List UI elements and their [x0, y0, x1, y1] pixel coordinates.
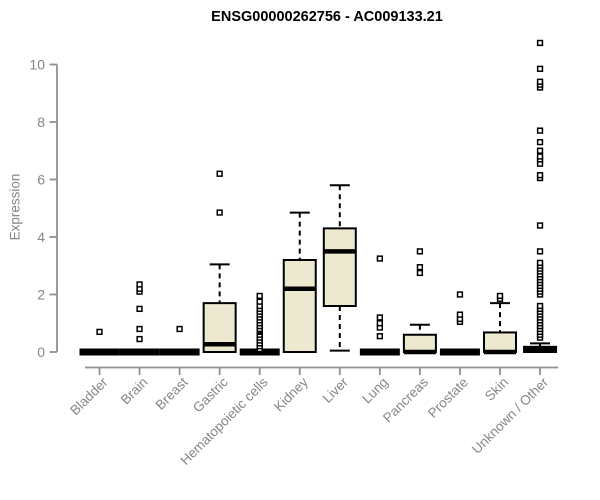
outlier-point — [496, 292, 504, 300]
flat-box — [119, 348, 160, 356]
outlier-point — [216, 209, 223, 216]
iqr-box — [402, 333, 437, 353]
outlier-point — [536, 153, 544, 160]
outlier-point — [536, 147, 544, 154]
outlier-point — [536, 172, 544, 179]
outlier-point — [536, 259, 544, 267]
box-prostate — [439, 291, 480, 356]
x-tick-label: Breast — [153, 374, 191, 412]
y-tick-label: 10 — [29, 57, 45, 73]
flat-box — [159, 348, 200, 356]
flat-box — [359, 348, 400, 356]
iqr-box — [483, 331, 517, 354]
outlier-point — [416, 248, 424, 255]
outlier-point — [136, 305, 143, 313]
outlier-point — [376, 255, 384, 262]
outlier-point — [136, 281, 143, 288]
iqr-box — [282, 259, 317, 353]
outlier-point — [136, 325, 143, 333]
outlier-point — [256, 292, 263, 300]
y-tick-label: 4 — [37, 229, 45, 245]
box-bladder — [79, 328, 120, 356]
x-tick-label: Liver — [320, 374, 352, 406]
box-gastric — [202, 170, 237, 353]
outlier-point — [136, 335, 143, 343]
outlier-point — [536, 78, 544, 85]
x-tick-label: Prostate — [425, 375, 471, 421]
outlier-point — [536, 138, 544, 146]
box-breast — [159, 325, 200, 356]
outlier-point — [216, 170, 223, 177]
iqr-box — [322, 227, 357, 307]
y-tick-label: 6 — [37, 172, 45, 188]
outlier-point — [536, 248, 544, 255]
outlier-point — [536, 222, 544, 229]
x-tick-label: Brain — [118, 375, 151, 408]
outlier-point — [536, 127, 544, 134]
x-tick-label: Kidney — [271, 374, 311, 414]
x-tick-label: Unknown / Other — [469, 374, 552, 457]
outlier-point — [536, 65, 544, 72]
box-lung — [359, 255, 400, 356]
box-liver — [322, 184, 357, 352]
x-tick-label: Skin — [482, 375, 511, 404]
y-tick-label: 2 — [37, 287, 45, 303]
outlier-point — [536, 39, 544, 47]
box-skin — [483, 292, 517, 355]
outlier-point — [536, 302, 544, 310]
outlier-point — [96, 328, 103, 336]
outlier-point — [376, 320, 384, 327]
box-hematopoietic-cells — [239, 292, 280, 356]
outlier-point — [376, 333, 384, 340]
x-tick-label: Lung — [359, 375, 391, 407]
outlier-point — [176, 325, 183, 333]
outlier-point — [456, 291, 464, 298]
box-kidney — [282, 211, 317, 353]
flat-box — [79, 348, 120, 356]
outlier-point — [416, 264, 424, 271]
outlier-point — [456, 311, 464, 318]
outlier-point — [416, 269, 424, 277]
flat-box — [439, 348, 480, 356]
y-tick-label: 0 — [37, 344, 45, 360]
y-axis: 0 2 4 6 8 10 — [29, 57, 58, 360]
chart-title: ENSG00000262756 - AC009133.21 — [211, 9, 443, 25]
box-unknown-other — [523, 39, 558, 354]
outlier-point — [376, 314, 384, 321]
outlier-point — [256, 298, 263, 305]
box-pancreas — [402, 248, 437, 355]
x-tick-label: Bladder — [67, 374, 111, 418]
box-brain — [119, 281, 160, 356]
y-tick-label: 8 — [37, 114, 45, 130]
